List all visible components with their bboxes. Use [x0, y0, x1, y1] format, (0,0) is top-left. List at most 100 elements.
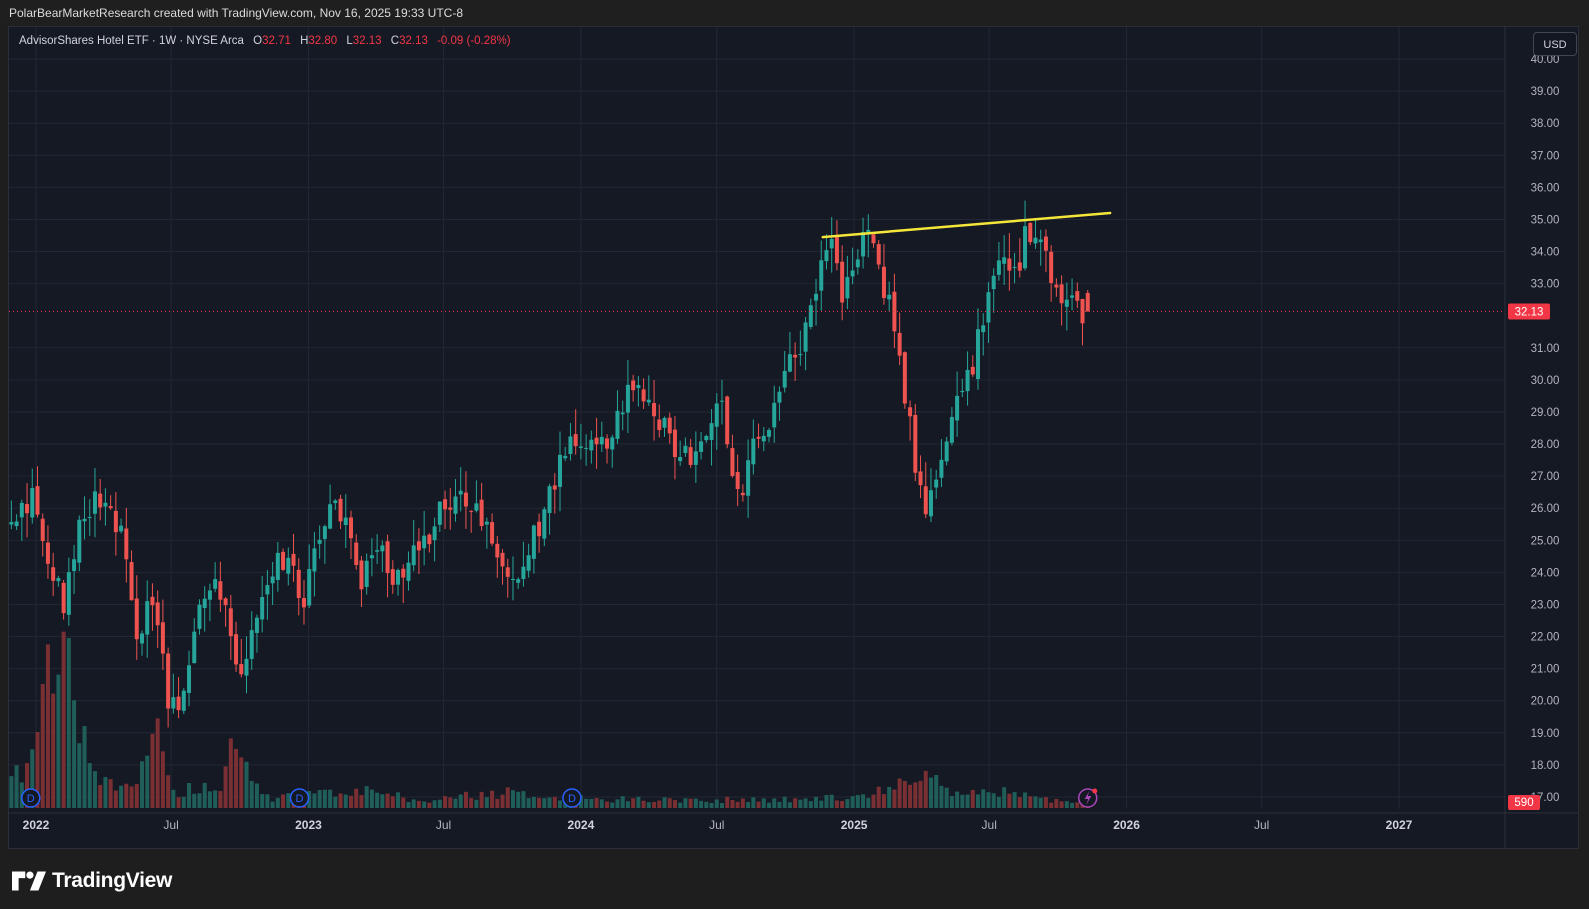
volume-bar: [740, 798, 745, 808]
volume-bar: [35, 732, 40, 808]
candle-body: [610, 437, 615, 450]
candle-body: [986, 292, 991, 323]
candle-body: [913, 414, 918, 473]
volume-bar: [119, 785, 124, 808]
volume-bar: [646, 802, 651, 808]
price-tick-label: 24.00: [1531, 567, 1560, 579]
dividend-marker: [289, 788, 310, 808]
open-value: 32.71: [262, 35, 291, 47]
volume-bar: [861, 794, 866, 808]
volume-bar: [448, 797, 453, 808]
volume-bar: [416, 800, 421, 808]
volume-bar: [761, 798, 766, 808]
volume-bar: [996, 796, 1001, 808]
candle-body: [777, 391, 782, 403]
candle-body: [307, 569, 312, 606]
volume-bar: [82, 726, 87, 808]
time-tick-label: Jul: [709, 818, 724, 832]
dividend-marker: [562, 788, 582, 808]
price-tick-label: 30.00: [1531, 375, 1560, 387]
volume-bar: [756, 801, 761, 808]
candle-body: [275, 552, 280, 580]
volume-bar: [61, 631, 66, 808]
candle-body: [620, 412, 625, 415]
volume-bar: [840, 801, 845, 808]
candle-body: [699, 441, 704, 452]
price-tick-label: 33.00: [1531, 279, 1560, 291]
candle-body: [134, 598, 139, 640]
price-tick-label: 29.00: [1531, 407, 1560, 419]
candle-body: [605, 438, 610, 449]
candle-body: [746, 460, 751, 496]
volume-bar: [380, 794, 385, 808]
volume-bar: [934, 775, 939, 808]
candle-body: [631, 380, 636, 391]
volume-bar: [798, 799, 803, 808]
candle-body: [568, 436, 573, 454]
candle-body: [380, 545, 385, 552]
price-tick-label: 35.00: [1531, 214, 1560, 226]
volume-bar: [610, 802, 615, 808]
volume-bar: [850, 796, 855, 808]
candle-body: [793, 354, 798, 358]
volume-bar: [552, 796, 557, 808]
candle-body: [463, 492, 468, 507]
volume-bar: [234, 748, 239, 808]
volume-bar: [516, 791, 521, 808]
candle-body: [928, 490, 933, 517]
candle-body: [98, 493, 103, 508]
candle-body: [354, 542, 359, 566]
volume-bar: [171, 789, 176, 808]
candle-body: [1054, 284, 1059, 288]
volume-bar: [249, 780, 254, 808]
volume-bar: [547, 797, 552, 808]
volume-bar: [333, 796, 338, 808]
volume-bar: [521, 791, 526, 808]
volume-bar: [1002, 787, 1007, 808]
candle-body: [751, 438, 756, 465]
volume-bar: [390, 796, 395, 808]
volume-bar: [338, 793, 343, 808]
volume-bar: [270, 801, 275, 808]
volume-bar: [453, 798, 458, 808]
candle-body: [939, 459, 944, 478]
candle-body: [767, 429, 772, 437]
close-value: 32.13: [399, 35, 428, 47]
volume-bar: [746, 802, 751, 808]
candle-body: [725, 396, 730, 445]
candle-body: [1002, 257, 1007, 264]
candle-body: [563, 455, 568, 459]
volume-bar: [625, 801, 630, 808]
candle-body: [589, 439, 594, 451]
tradingview-logo[interactable]: TradingView: [12, 869, 172, 893]
candle-body: [9, 522, 14, 525]
candle-body: [772, 402, 777, 428]
volume-bar: [134, 784, 139, 808]
candle-body: [244, 658, 249, 676]
tradingview-logo-icon: [12, 871, 46, 891]
volume-bar: [108, 779, 113, 808]
candle-body: [129, 562, 134, 601]
volume-bar: [531, 796, 536, 808]
volume-bar: [714, 799, 719, 808]
price-chart[interactable]: D D D 40.00 39.00 38.00 37.00 36.00 35.00 34.00 3…: [9, 27, 1579, 849]
volume-bar: [667, 798, 672, 808]
candle-body: [646, 399, 651, 403]
volume-bar: [913, 782, 918, 808]
last-price-tag-label: 32.13: [1515, 307, 1544, 319]
candle-body: [422, 535, 427, 549]
volume-bar: [589, 798, 594, 808]
currency-button[interactable]: USD: [1533, 32, 1577, 56]
dividend-marker-label: D: [296, 793, 304, 805]
candle-body: [782, 370, 787, 388]
candle-body: [328, 504, 333, 529]
volume-bar: [699, 800, 704, 808]
volume-bar: [422, 801, 427, 808]
volume-bar: [45, 644, 50, 808]
chart-frame[interactable]: D D D 40.00 39.00 38.00 37.00 36.00 35.00 34.00 3…: [8, 26, 1579, 849]
volume-bar: [40, 684, 45, 808]
volume-bar: [735, 801, 740, 808]
volume-bar: [620, 796, 625, 808]
candle-body: [19, 502, 24, 518]
